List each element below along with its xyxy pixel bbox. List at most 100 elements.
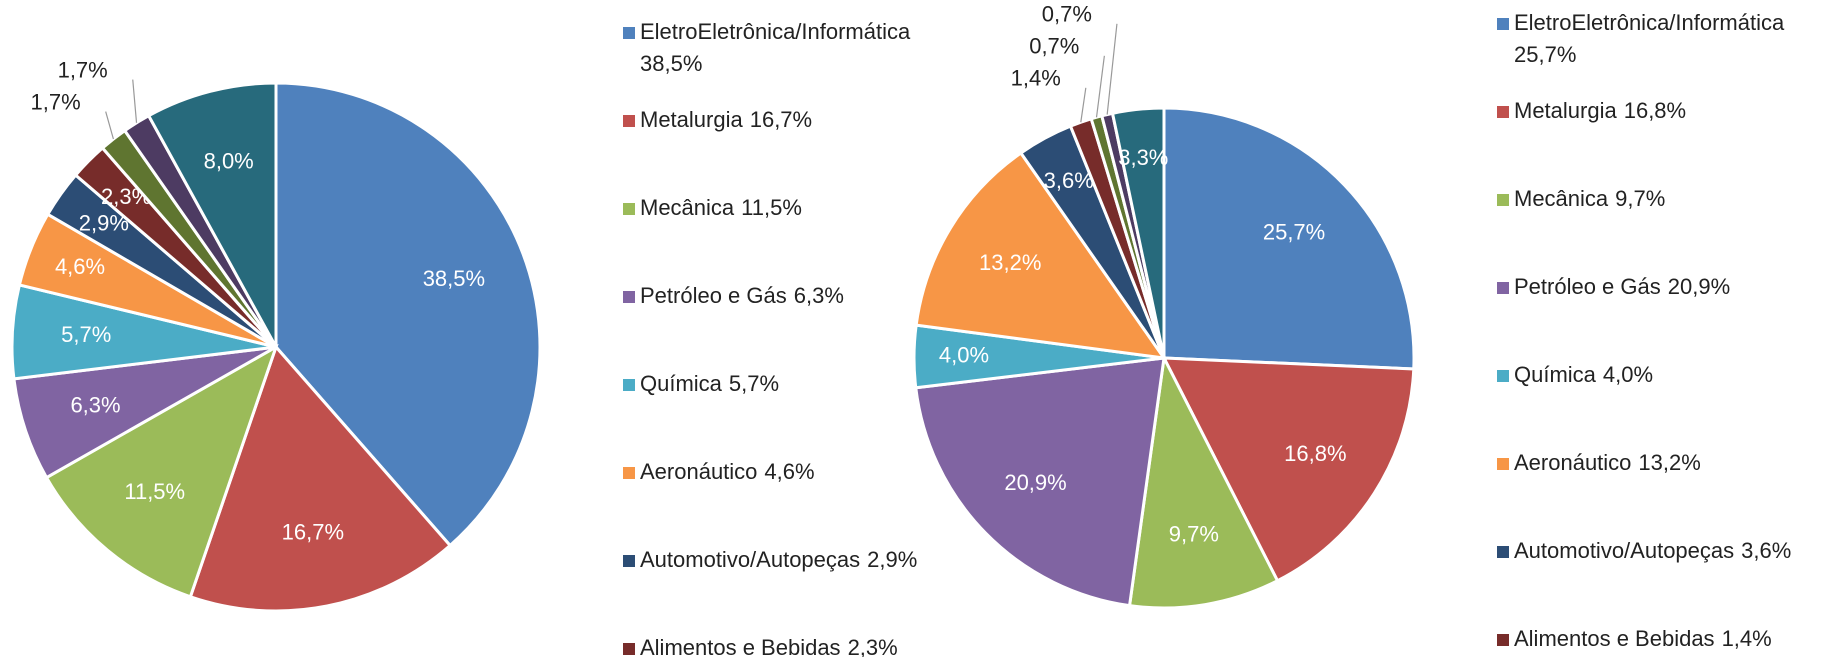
legend-swatch <box>623 27 635 39</box>
legend-name: Química <box>1514 362 1597 387</box>
data-label: 0,7% <box>1029 34 1079 59</box>
leader-line <box>105 111 114 140</box>
legend-swatch <box>1497 458 1509 470</box>
legend-swatch <box>1497 282 1509 294</box>
legend-entry: Aeronáutico 4,6% <box>640 459 815 484</box>
legend-entry: Alimentos e Bebidas 1,4% <box>1514 626 1772 651</box>
data-label: 11,5% <box>124 479 185 504</box>
legend-swatch <box>1497 194 1509 206</box>
legend-value: 13,2% <box>1638 450 1700 475</box>
legend-value: 38,5% <box>640 51 702 76</box>
legend-name: Alimentos e Bebidas <box>640 635 841 657</box>
legend-value: 4,6% <box>764 459 814 484</box>
legend-name: Automotivo/Autopeças <box>1514 538 1734 563</box>
legend-name: Mecânica <box>1514 186 1609 211</box>
legend-value: 2,9% <box>867 547 917 572</box>
legend-name: Metalurgia <box>1514 98 1617 123</box>
legend-name: Petróleo e Gás <box>1514 274 1661 299</box>
legend-value: 6,3% <box>794 283 844 308</box>
legend-swatch <box>1497 634 1509 646</box>
legend-swatch <box>623 115 635 127</box>
legend-value: 2,3% <box>848 635 898 657</box>
data-label: 25,7% <box>1263 219 1325 244</box>
legend-value: 9,7% <box>1615 186 1665 211</box>
pie-slice <box>1161 356 1416 583</box>
data-label: 0,7% <box>1042 2 1092 27</box>
data-label: 20,9% <box>1004 470 1066 495</box>
legend-value: 3,6% <box>1741 538 1791 563</box>
data-label: 5,7% <box>61 322 111 347</box>
legend-entry: Química 5,7% <box>640 371 779 396</box>
legend-swatch <box>623 467 635 479</box>
legend-swatch <box>623 203 635 215</box>
data-label: 3,3% <box>1118 145 1168 170</box>
legend-entry: Petróleo e Gás 6,3% <box>640 283 844 308</box>
leader-line <box>132 79 138 123</box>
legend-name: Alimentos e Bebidas <box>1514 626 1715 651</box>
legend-swatch <box>623 555 635 567</box>
legend-entry: Automotivo/Autopeças 2,9% <box>640 547 917 572</box>
legend-swatch <box>1497 370 1509 382</box>
data-label: 1,7% <box>31 89 81 114</box>
data-label: 1,7% <box>58 57 108 82</box>
pie-slice <box>914 356 1166 608</box>
legend-swatch <box>1497 546 1509 558</box>
legend-entry: Petróleo e Gás 20,9% <box>1514 274 1730 299</box>
legend-entry: EletroEletrônica/Informática 25,7% <box>1514 10 1785 67</box>
legend-entry: Química 4,0% <box>1514 362 1653 387</box>
legend-value: 25,7% <box>1514 42 1576 67</box>
leader-line <box>1106 23 1118 115</box>
legend-entry: Mecânica 9,7% <box>1514 186 1665 211</box>
pie-slice <box>44 343 279 599</box>
legend-value: 5,7% <box>729 371 779 396</box>
legend-entry: Automotivo/Autopeças 3,6% <box>1514 538 1791 563</box>
data-label: 4,6% <box>55 254 105 279</box>
legend-value: 20,9% <box>1668 274 1730 299</box>
legend-swatch <box>1497 18 1509 30</box>
legend-name: Aeronáutico <box>640 459 757 484</box>
legend-swatch <box>623 379 635 391</box>
legend-name: Petróleo e Gás <box>640 283 787 308</box>
data-label: 9,7% <box>1169 521 1219 546</box>
legend-value: 16,8% <box>1624 98 1686 123</box>
legend-value: 16,7% <box>750 107 812 132</box>
legend-name: Automotivo/Autopeças <box>640 547 860 572</box>
legend-entry: EletroEletrônica/Informática 38,5% <box>640 19 911 76</box>
data-label: 16,7% <box>282 519 344 544</box>
pie-slice <box>274 81 542 548</box>
pie-slice <box>188 344 453 613</box>
data-label: 13,2% <box>979 250 1041 275</box>
legend-entry: Metalurgia 16,7% <box>640 107 812 132</box>
pie-chart: 38,5% 16,7% 11,5% 6,3% 5,7% 4,6% 2,9% 2,3% 1,7% 1… <box>10 19 917 657</box>
data-label: 6,3% <box>70 392 120 417</box>
legend-entry: Aeronáutico 13,2% <box>1514 450 1701 475</box>
legend-entry: Alimentos e Bebidas 2,3% <box>640 635 898 657</box>
leader-line <box>1095 55 1105 118</box>
data-label: 16,8% <box>1284 441 1346 466</box>
legend-name: Mecânica <box>640 195 735 220</box>
legend-name: Aeronáutico <box>1514 450 1631 475</box>
legend-value: 11,5% <box>741 195 802 220</box>
legend-swatch <box>623 643 635 655</box>
data-label: 3,6% <box>1044 168 1094 193</box>
leader-line <box>1080 87 1087 123</box>
legend-entry: Mecânica 11,5% <box>640 195 802 220</box>
legend-name: EletroEletrônica/Informática <box>640 19 911 44</box>
legend-swatch <box>623 291 635 303</box>
data-label: 8,0% <box>204 149 254 174</box>
legend-value: 4,0% <box>1603 362 1653 387</box>
legend-name: Metalurgia <box>640 107 743 132</box>
pie-slice <box>1127 353 1280 610</box>
legend-value: 1,4% <box>1722 626 1772 651</box>
pie-chart: 25,7% 16,8% 9,7% 20,9% 4,0% 13,2% 3,6% 1,4% 0,7%… <box>912 2 1791 651</box>
pie-slice <box>914 150 1168 360</box>
pie-slice <box>1110 106 1166 359</box>
legend-entry: Metalurgia 16,8% <box>1514 98 1686 123</box>
legend-swatch <box>1497 106 1509 118</box>
pie-slice <box>146 81 278 348</box>
legend-name: EletroEletrônica/Informática <box>1514 10 1785 35</box>
data-label: 1,4% <box>1011 66 1061 91</box>
data-label: 38,5% <box>423 266 485 291</box>
legend-name: Química <box>640 371 723 396</box>
